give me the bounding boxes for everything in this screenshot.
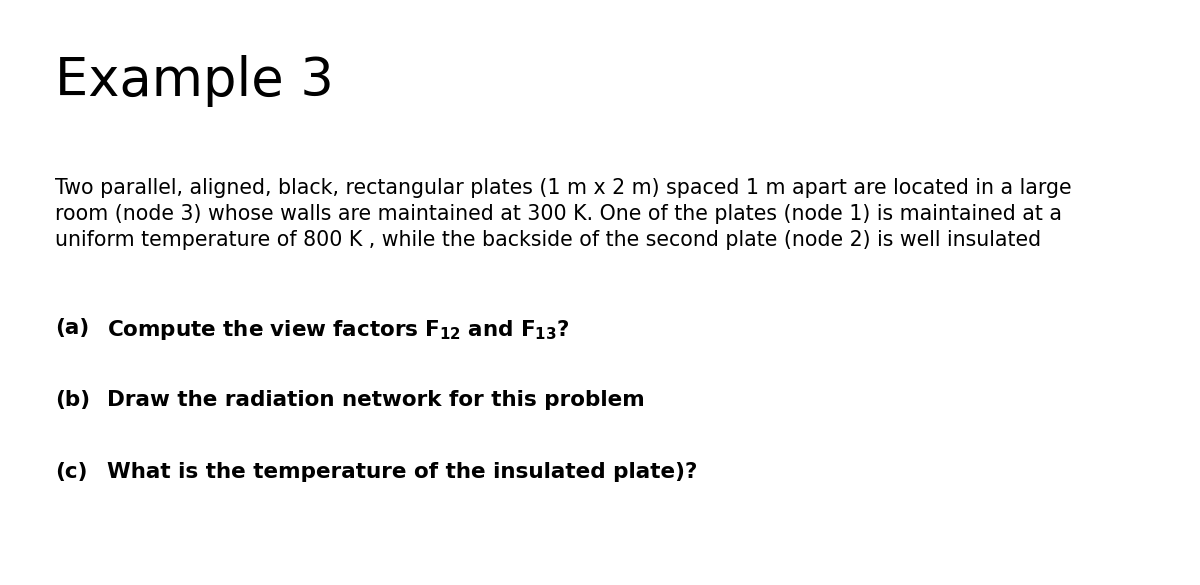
Text: room (node 3) whose walls are maintained at 300 K. One of the plates (node 1) is: room (node 3) whose walls are maintained…: [55, 204, 1062, 224]
Text: Draw the radiation network for this problem: Draw the radiation network for this prob…: [107, 390, 644, 410]
Text: (b): (b): [55, 390, 90, 410]
Text: (c): (c): [55, 462, 88, 482]
Text: uniform temperature of 800 K , while the backside of the second plate (node 2) i: uniform temperature of 800 K , while the…: [55, 230, 1042, 250]
Text: $\mathbf{Compute\ the\ view\ factors\ F_{12}\ and\ F_{13}?}$: $\mathbf{Compute\ the\ view\ factors\ F_…: [107, 318, 570, 342]
Text: (a): (a): [55, 318, 89, 338]
Text: What is the temperature of the insulated plate)?: What is the temperature of the insulated…: [107, 462, 697, 482]
Text: Example 3: Example 3: [55, 55, 334, 107]
Text: Two parallel, aligned, black, rectangular plates (1 m x 2 m) spaced 1 m apart ar: Two parallel, aligned, black, rectangula…: [55, 178, 1072, 198]
